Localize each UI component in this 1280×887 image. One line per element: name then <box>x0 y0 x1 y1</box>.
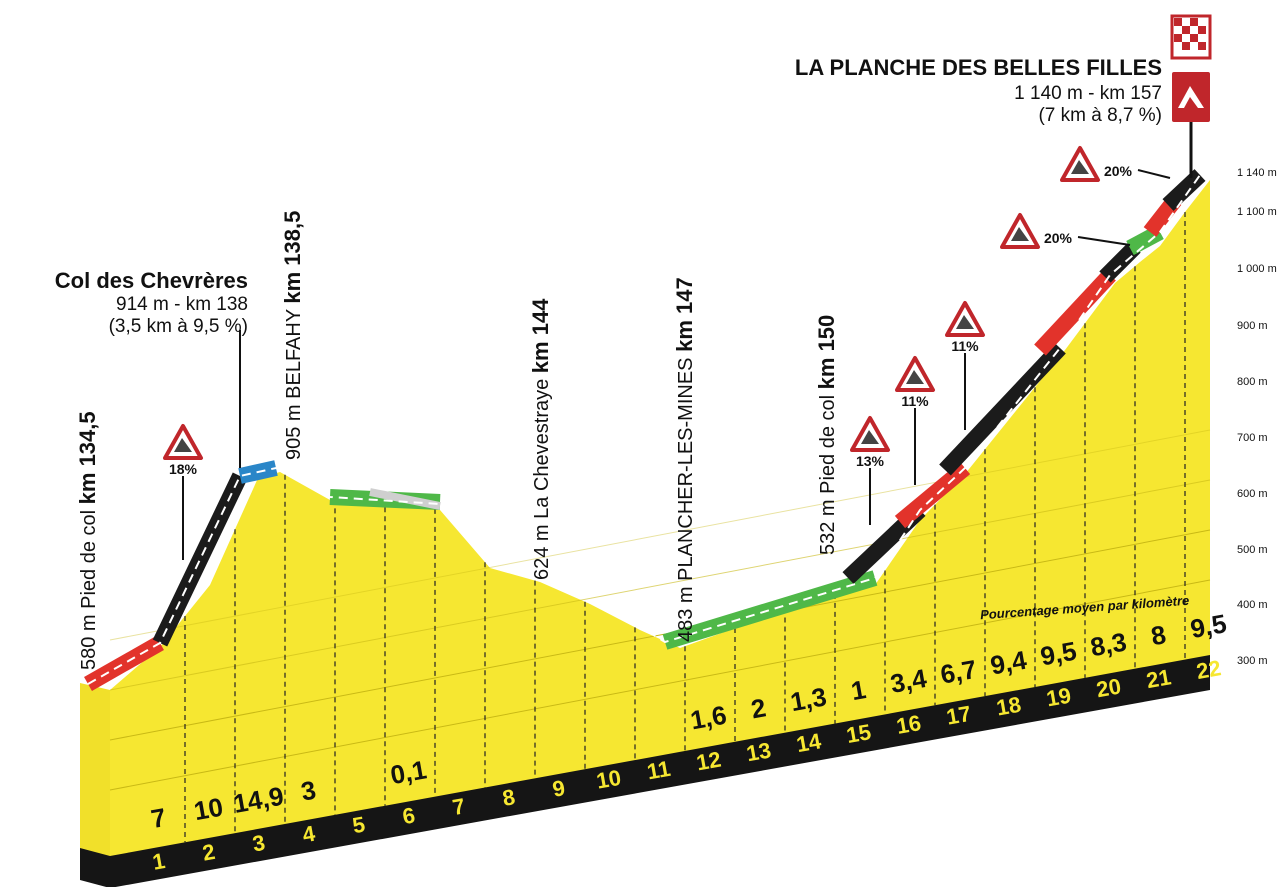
gradient-label: 9,5 <box>1038 636 1079 672</box>
km-marker: 18 <box>994 692 1022 721</box>
climb-badge: 20% <box>1060 146 1171 182</box>
gradient-label: 3,4 <box>888 663 929 699</box>
y-axis-tick: 600 m <box>1237 488 1268 500</box>
y-axis-tick: 300 m <box>1237 655 1268 667</box>
location-label: 483 m PLANCHER-LES-MINES km 147 <box>672 277 697 642</box>
climb-badge-label: 13% <box>856 453 885 469</box>
finish-detail-2: (7 km à 8,7 %) <box>1038 105 1162 126</box>
grid-lines <box>109 429 1211 791</box>
km-marker: 16 <box>894 710 922 739</box>
km-marker: 14 <box>794 728 823 757</box>
location-label: 905 m BELFAHY km 138,5 <box>280 211 305 460</box>
climb-badge-label: 11% <box>951 338 979 354</box>
climb-badges: 18% 13% 11% 11% 20% 20% <box>163 146 1171 560</box>
km-marker: 12 <box>694 747 722 776</box>
y-axis-tick: 900 m <box>1237 320 1268 332</box>
km-marker: 10 <box>594 765 622 794</box>
climb-badge: 13% <box>850 416 890 525</box>
km-marker: 17 <box>944 701 972 730</box>
km-markers: 1 2 3 4 5 6 7 8 9 10 11 12 13 14 15 16 17 18 19 20 21 22 <box>150 655 1222 875</box>
km-marker: 15 <box>844 719 872 748</box>
km-marker: 11 <box>645 756 672 785</box>
y-axis-tick: 500 m <box>1237 544 1268 556</box>
location-label: 624 m La Chevestraye km 144 <box>528 298 553 580</box>
y-axis-tick: 700 m <box>1237 432 1268 444</box>
finish-detail-1: 1 140 m - km 157 <box>1014 83 1162 104</box>
y-axis-ticks: 1 140 m 1 100 m 1 000 m 900 m 800 m 700 m 600 … <box>1237 167 1277 667</box>
y-axis-tick: 400 m <box>1237 599 1268 611</box>
gradient-label: 1,3 <box>788 681 829 717</box>
location-labels: 580 m Pied de col km 134,5 905 m BELFAHY … <box>75 211 839 670</box>
road-center-line <box>87 174 1201 685</box>
km-marker: 9 <box>550 775 566 802</box>
col-name: Col des Chevrères <box>55 268 248 293</box>
km-marker: 4 <box>300 821 317 848</box>
climb-badge: 18% <box>163 424 203 560</box>
gradient-label: 1 <box>849 674 868 706</box>
gradient-label: 9,5 <box>1188 608 1229 644</box>
climb-badge: 20% <box>1000 213 1131 249</box>
climb-badge-label: 20% <box>1104 163 1133 179</box>
gradient-label: 10 <box>192 792 226 827</box>
km-marker: 7 <box>450 793 466 820</box>
climb-badge-label: 11% <box>901 393 929 409</box>
location-label: 532 m Pied de col km 150 <box>814 315 839 555</box>
gradient-label: 7 <box>149 802 168 834</box>
gradient-label: 8,3 <box>1088 626 1129 662</box>
km-marker: 1 <box>150 848 166 875</box>
location-label: 580 m Pied de col km 134,5 <box>75 411 100 670</box>
col-detail-1: 914 m - km 138 <box>116 294 248 315</box>
gradient-label: 8 <box>1149 619 1168 651</box>
finish-flag <box>1170 14 1212 60</box>
gradient-label: 9,4 <box>988 645 1029 681</box>
gradient-label: 2 <box>749 692 768 724</box>
gradient-label: 3 <box>299 775 318 807</box>
km-marker: 3 <box>250 830 266 857</box>
gradient-label: 6,7 <box>938 654 979 690</box>
km-marker: 22 <box>1194 655 1222 684</box>
y-axis-tick: 1 140 m <box>1237 167 1277 179</box>
col-detail-2: (3,5 km à 9,5 %) <box>109 316 248 337</box>
gradient-label: 1,6 <box>688 700 729 736</box>
base-band <box>80 655 1210 887</box>
climb-badge: 11% <box>895 356 935 485</box>
km-marker: 5 <box>350 812 366 839</box>
climb-badge-label: 20% <box>1044 230 1073 246</box>
km-marker: 21 <box>1144 664 1172 693</box>
climb-badge-label: 18% <box>169 461 198 477</box>
km-marker: 19 <box>1044 683 1072 712</box>
y-axis-tick: 1 100 m <box>1237 206 1277 218</box>
gradient-labels: 7 10 14,9 30,11,6 2 1,3 1 3,4 6,7 9,4 9,5 8,3 8 9,5 <box>149 608 1229 834</box>
y-axis-tick: 800 m <box>1237 376 1268 388</box>
gradient-label: 0,1 <box>388 754 429 790</box>
mountain-finish-icon <box>1172 72 1210 178</box>
y-axis-tick: 1 000 m <box>1237 263 1277 275</box>
km-marker: 2 <box>200 839 216 866</box>
finish-name: LA PLANCHE DES BELLES FILLES <box>795 55 1162 80</box>
km-separator-lines <box>184 212 1186 843</box>
climb-badge: 11% <box>945 301 985 430</box>
profile-front-face <box>80 683 110 868</box>
km-marker: 8 <box>500 784 516 811</box>
km-marker: 13 <box>744 737 772 766</box>
km-marker: 6 <box>400 802 416 829</box>
km-marker: 20 <box>1094 673 1122 702</box>
